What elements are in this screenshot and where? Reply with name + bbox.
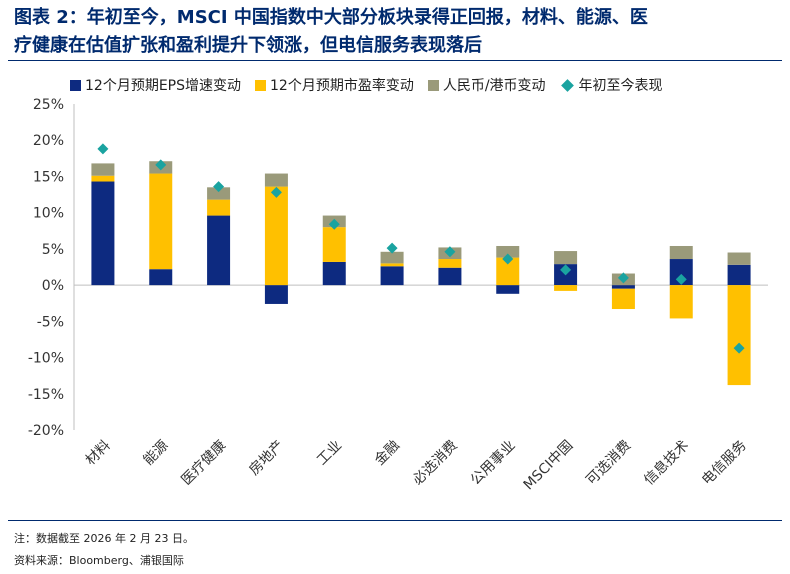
ytd-marker: [155, 159, 167, 171]
legend-swatch-pe: [255, 79, 266, 91]
y-tick-label: 15%: [33, 169, 64, 185]
ytd-marker: [213, 181, 225, 193]
bar-pe: [727, 285, 751, 386]
bar-pe: [496, 257, 520, 286]
x-category-label: 房地产: [246, 438, 287, 479]
ytd-marker: [733, 342, 745, 354]
bar-eps: [727, 264, 751, 286]
legend-item-pe: 12个月预期市盈率变动: [255, 75, 414, 95]
bar-pe: [611, 288, 635, 310]
legend-item-fx: 人民币/港币变动: [427, 75, 546, 95]
bar-pe: [669, 285, 693, 319]
y-tick-label: 20%: [33, 133, 64, 149]
bar-pe: [207, 199, 231, 216]
y-tick-label: -10%: [28, 351, 64, 367]
title-divider: [8, 60, 782, 61]
chart-title-line-2: 疗健康在估值扩张和盈利提升下领涨，但电信服务表现落后: [14, 35, 482, 56]
bar-pe: [322, 227, 346, 262]
x-category-label: 能源: [140, 438, 171, 469]
bar-eps: [669, 259, 693, 286]
bar-eps: [207, 215, 231, 286]
x-category-label: MSCI中国: [521, 438, 577, 494]
chart-title: 图表 2：年初至今，MSCI 中国指数中大部分板块录得正回报，材料、能源、医 疗…: [14, 4, 784, 60]
bar-fx: [554, 251, 578, 265]
bar-fx: [264, 173, 288, 187]
legend-label-fx: 人民币/港币变动: [442, 78, 546, 94]
legend-item-eps: 12个月预期EPS增速变动: [70, 75, 241, 95]
x-category-label: 工业: [314, 438, 345, 469]
bar-eps: [438, 267, 462, 286]
bar-eps: [380, 266, 404, 286]
x-category-label: 电信服务: [699, 438, 750, 489]
x-category-label: 材料: [83, 438, 114, 469]
ytd-marker: [502, 253, 514, 265]
footer-divider: [8, 520, 782, 521]
footer-source: 资料来源：Bloomberg、浦银国际: [14, 554, 184, 567]
bar-pe: [149, 173, 173, 270]
y-tick-label: 10%: [33, 206, 64, 222]
ytd-marker: [328, 218, 340, 230]
y-tick-label: 5%: [42, 242, 64, 258]
bar-pe: [438, 259, 462, 268]
bar-fx: [496, 245, 520, 258]
bar-pe: [91, 175, 115, 182]
y-tick-label: 0%: [42, 278, 64, 294]
x-category-label: 信息技术: [640, 437, 692, 489]
bar-fx: [380, 251, 404, 264]
ytd-marker: [97, 143, 109, 155]
legend-label-ytd: 年初至今表现: [578, 78, 663, 94]
legend-label-eps: 12个月预期EPS增速变动: [85, 78, 241, 94]
bar-eps: [322, 261, 346, 286]
ytd-marker: [444, 246, 456, 258]
bar-eps: [496, 285, 520, 294]
x-category-label: 医疗健康: [178, 437, 230, 489]
x-category-label: 必选消费: [410, 438, 461, 489]
ytd-marker: [386, 242, 398, 254]
y-tick-label: -5%: [37, 314, 64, 330]
bar-eps: [611, 285, 635, 289]
bar-fx: [91, 163, 115, 176]
ytd-marker: [617, 272, 629, 284]
x-category-label: 金融: [372, 438, 403, 469]
legend-label-pe: 12个月预期市盈率变动: [270, 78, 414, 94]
x-category-label: 公用事业: [468, 438, 519, 489]
chart-legend: 12个月预期EPS增速变动 12个月预期市盈率变动 人民币/港币变动 年初至今表…: [70, 74, 663, 96]
y-tick-label: -15%: [28, 387, 64, 403]
bar-fx: [207, 187, 231, 200]
chart-title-line-1: 图表 2：年初至今，MSCI 中国指数中大部分板块录得正回报，材料、能源、医: [14, 7, 648, 28]
footer-note: 注：数据截至 2026 年 2 月 23 日。: [14, 532, 194, 545]
legend-item-ytd: 年初至今表现: [560, 75, 663, 95]
y-tick-label: -20%: [28, 423, 64, 439]
ytd-marker: [270, 186, 282, 198]
bar-eps: [91, 181, 115, 286]
ytd-marker: [675, 273, 687, 285]
legend-swatch-eps: [70, 79, 81, 91]
bar-pe: [554, 285, 578, 291]
legend-swatch-fx: [427, 79, 439, 91]
bar-eps: [264, 285, 288, 304]
bar-eps: [149, 269, 173, 286]
bar-pe: [380, 263, 404, 267]
y-tick-label: 25%: [33, 97, 64, 113]
bar-pe: [264, 186, 288, 286]
bar-fx: [669, 245, 693, 260]
bar-fx: [727, 252, 751, 265]
x-category-label: 可选消费: [583, 438, 634, 489]
ytd-marker: [560, 264, 572, 276]
